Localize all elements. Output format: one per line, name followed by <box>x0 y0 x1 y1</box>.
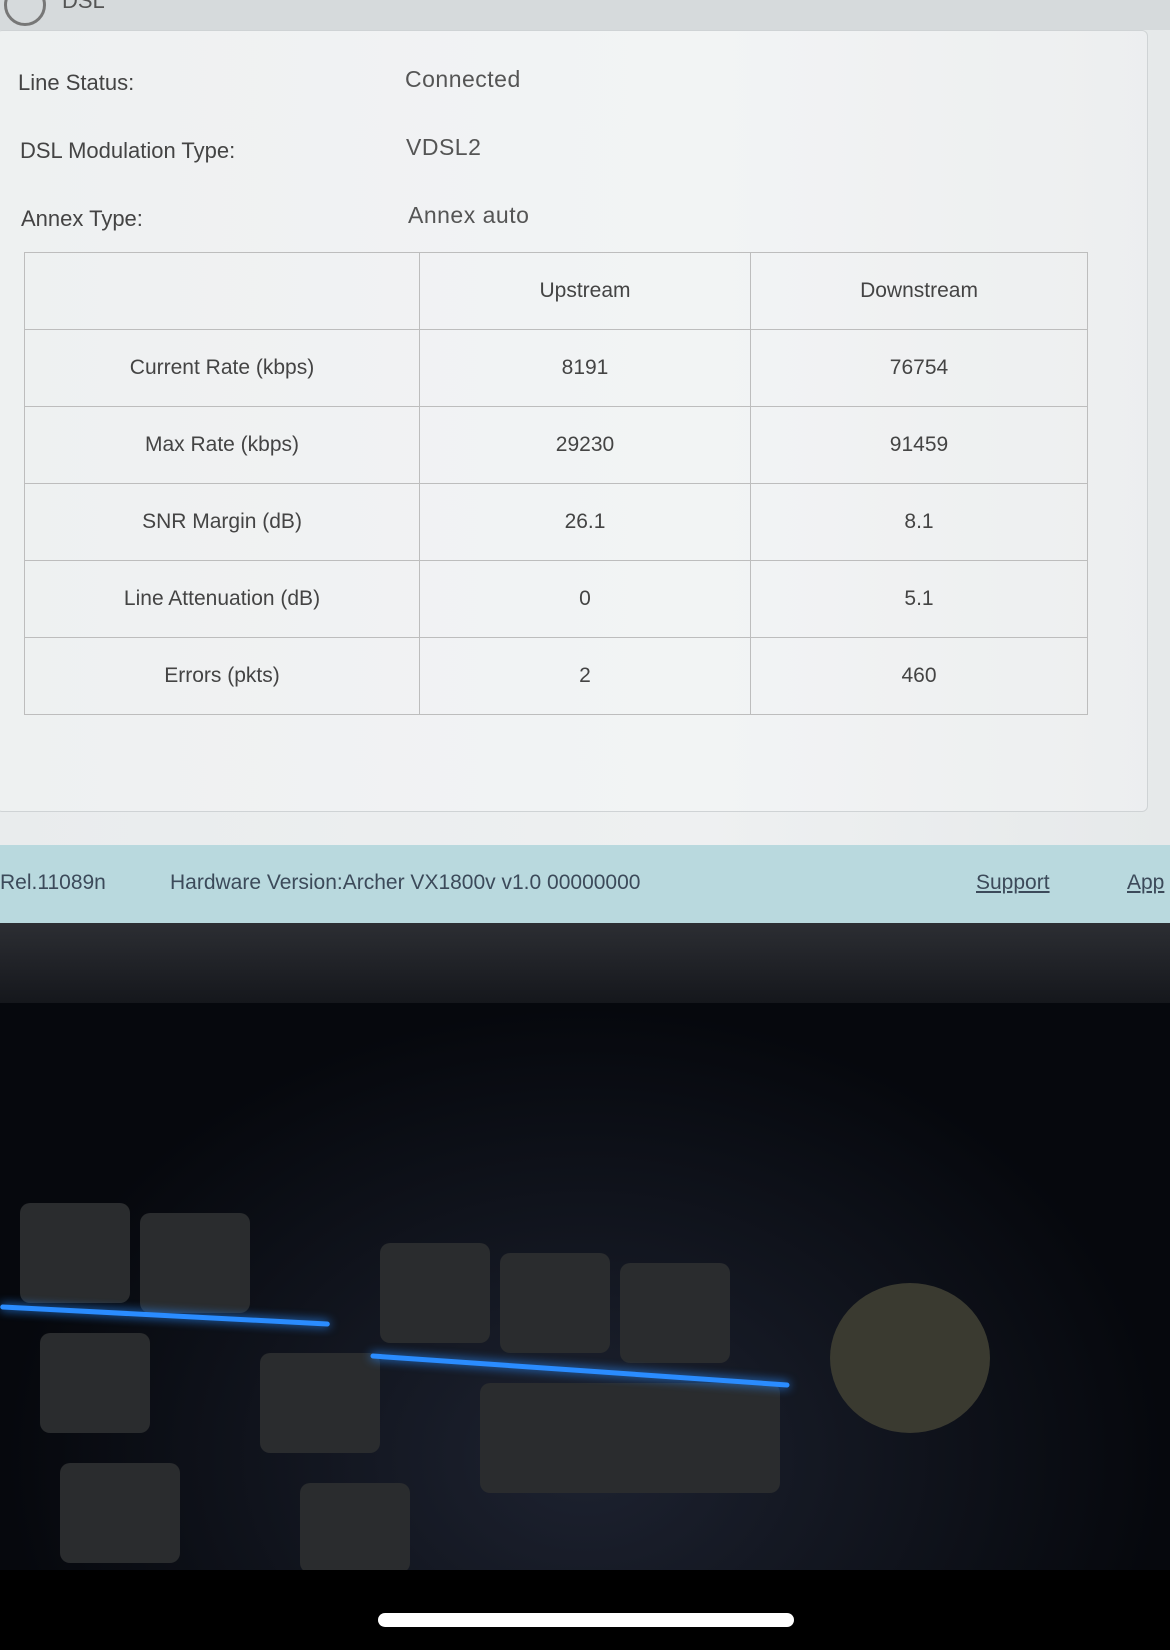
upstream-value: 0 <box>419 560 751 638</box>
table-row: Current Rate (kbps) 8191 76754 <box>24 329 1088 407</box>
downstream-value: 460 <box>750 637 1088 715</box>
support-link[interactable]: Support <box>976 871 1050 894</box>
row-label: Errors (pkts) <box>24 637 420 715</box>
upstream-value: 8191 <box>419 329 751 407</box>
section-icon <box>4 0 46 26</box>
table-row: SNR Margin (dB) 26.1 8.1 <box>24 483 1088 561</box>
phone-bottom-bar <box>0 1570 1170 1650</box>
keyboard-photo <box>0 1003 1170 1573</box>
dsl-status-panel: Line Status: Connected DSL Modulation Ty… <box>0 30 1170 845</box>
row-label: Line Attenuation (dB) <box>24 560 420 638</box>
home-indicator[interactable] <box>378 1613 794 1627</box>
downstream-value: 5.1 <box>750 560 1088 638</box>
app-link[interactable]: App <box>1127 871 1165 894</box>
table-row: Max Rate (kbps) 29230 91459 <box>24 406 1088 484</box>
modulation-value: VDSL2 <box>406 134 482 160</box>
annex-label: Annex Type: <box>21 206 143 231</box>
downstream-value: 8.1 <box>750 483 1088 561</box>
upstream-value: 26.1 <box>419 483 751 561</box>
row-label: SNR Margin (dB) <box>24 483 420 561</box>
downstream-value: 76754 <box>750 329 1088 407</box>
table-row: Line Attenuation (dB) 0 5.1 <box>24 560 1088 638</box>
firmware-version: Rel.11089n <box>0 871 106 894</box>
header-downstream: Downstream <box>750 252 1088 330</box>
upstream-value: 2 <box>419 637 751 715</box>
footer-bar: Rel.11089n Hardware Version:Archer VX180… <box>0 845 1170 923</box>
line-status-value: Connected <box>405 66 521 92</box>
hardware-version: Hardware Version:Archer VX1800v v1.0 000… <box>170 871 641 894</box>
row-label: Max Rate (kbps) <box>24 406 420 484</box>
row-label: Current Rate (kbps) <box>24 329 420 407</box>
dsl-stats-table: Upstream Downstream Current Rate (kbps) … <box>24 252 1088 715</box>
section-title: DSL <box>62 0 105 13</box>
line-status-label: Line Status: <box>18 70 135 95</box>
monitor-bezel <box>0 923 1170 1003</box>
downstream-value: 91459 <box>750 406 1088 484</box>
modulation-label: DSL Modulation Type: <box>20 138 236 163</box>
header-empty <box>24 252 420 330</box>
header-upstream: Upstream <box>419 252 751 330</box>
table-header-row: Upstream Downstream <box>24 252 1088 330</box>
section-header: DSL <box>0 0 1170 30</box>
table-row: Errors (pkts) 2 460 <box>24 637 1088 715</box>
upstream-value: 29230 <box>419 406 751 484</box>
annex-value: Annex auto <box>408 202 530 228</box>
